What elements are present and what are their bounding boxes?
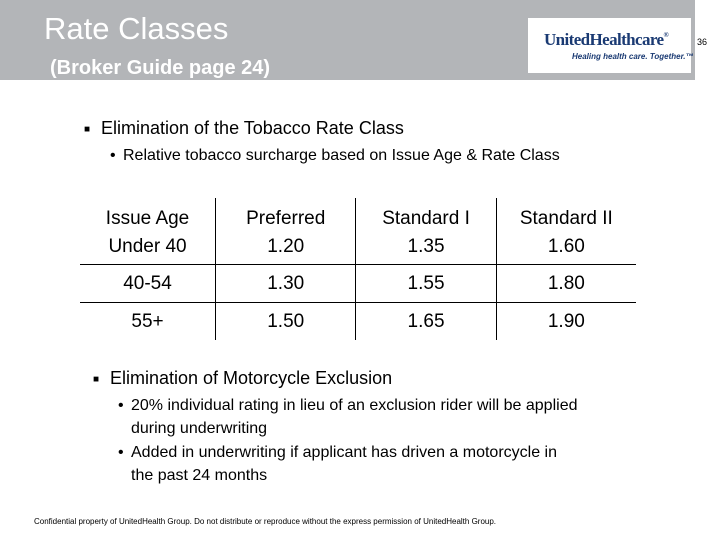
logo-tagline: Healing health care. Together.™ (572, 52, 694, 61)
table-header-row: Issue Age Preferred Standard I Standard … (80, 198, 636, 230)
table-cell: 40-54 (80, 264, 216, 303)
table-cell: 1.90 (495, 302, 636, 340)
bullet-tobacco: ■ Elimination of the Tobacco Rate Class (84, 117, 404, 141)
logo-name: UnitedHealthcare® (544, 30, 669, 49)
table-header-cell: Standard II (495, 198, 636, 230)
square-bullet-icon: ■ (84, 124, 91, 135)
sub-bullet-surcharge: • Relative tobacco surcharge based on Iss… (110, 144, 560, 167)
square-bullet-icon: ■ (93, 374, 100, 385)
table-cell: 55+ (131, 310, 164, 332)
rate-table: Issue Age Preferred Standard I Standard … (80, 198, 636, 340)
logo: UnitedHealthcare® Healing health care. T… (528, 18, 694, 73)
dot-bullet-icon: • (118, 397, 124, 414)
table-header-cell: Issue Age (105, 208, 190, 229)
page-subtitle: (Broker Guide page 24) (50, 57, 271, 79)
dot-bullet-icon: • (118, 444, 124, 461)
table-header-cell: Preferred (215, 198, 356, 230)
table-cell: 1.65 (355, 302, 497, 340)
bullet-motorcycle: ■ Elimination of Motorcycle Exclusion (93, 367, 392, 391)
table-row: Under 40 1.20 1.35 1.60 (80, 230, 636, 265)
table-cell: 1.35 (355, 230, 497, 265)
table-cell: 1.20 (215, 230, 356, 265)
dot-bullet-icon: • (110, 147, 116, 164)
sub-bullet-rating: • 20% individual rating in lieu of an exc… (118, 394, 577, 440)
sub-bullet-underwriting: • Added in underwriting if applicant has … (118, 441, 557, 487)
table-header-cell: Standard I (355, 198, 497, 230)
table-cell: Under 40 (80, 230, 216, 265)
page-title: Rate Classes (44, 11, 229, 46)
table-cell: 1.80 (495, 264, 636, 303)
table-row: 40-54 1.30 1.55 1.80 (80, 264, 636, 303)
table-cell: 1.55 (355, 264, 497, 303)
table-cell: 1.30 (215, 264, 356, 303)
table-cell: 1.50 (215, 302, 356, 340)
page-number: 36 (697, 37, 708, 47)
table-row: 55+ 1.50 1.65 1.90 (80, 302, 636, 340)
confidentiality-footer: Confidential property of UnitedHealth Gr… (34, 517, 497, 526)
header-banner: Rate Classes (Broker Guide page 24) Unit… (0, 0, 695, 80)
table-cell: 1.60 (495, 230, 636, 265)
